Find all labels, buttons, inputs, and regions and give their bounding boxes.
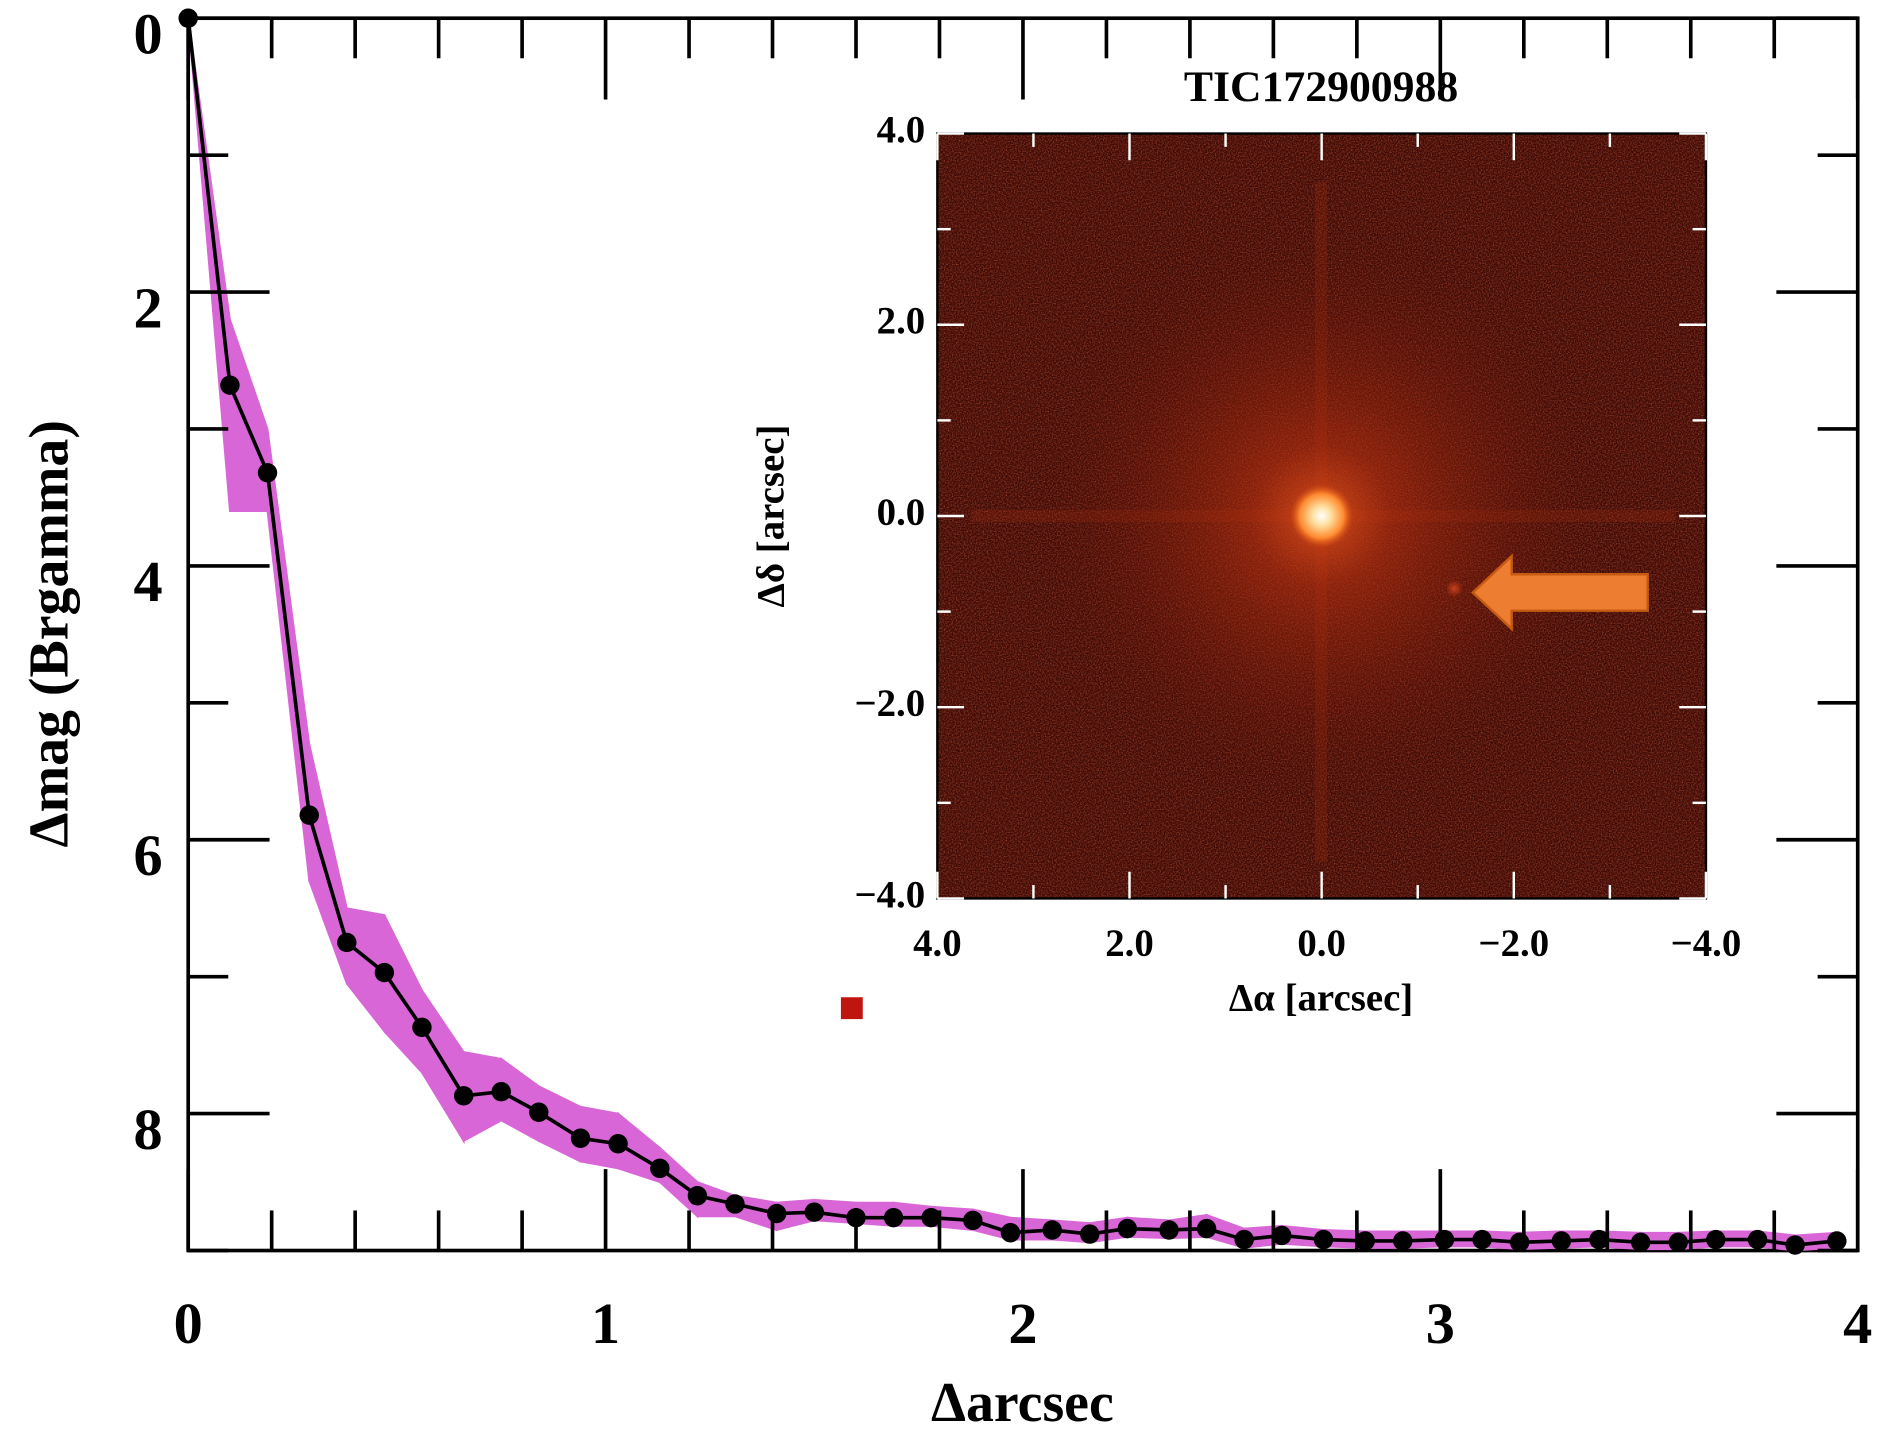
marker (963, 1210, 983, 1231)
marker (650, 1158, 670, 1179)
companion (1445, 580, 1463, 598)
inset-x-label: Δα [arcsec] (1229, 977, 1413, 1020)
marker (1272, 1225, 1292, 1246)
marker (374, 962, 395, 983)
marker (257, 463, 278, 483)
inset-y-tick-label: −2.0 (855, 682, 926, 725)
marker (299, 805, 319, 825)
star (1290, 484, 1354, 548)
inset-y-label: Δδ [arcsec] (750, 425, 793, 608)
x-tick-label: 3 (1426, 1291, 1455, 1356)
inset-y-tick-label: 4.0 (877, 108, 926, 151)
marker (1785, 1235, 1805, 1255)
inset-title: TIC172900988 (1184, 63, 1458, 111)
inset-y-tick-label: 2.0 (877, 300, 926, 343)
marker (1234, 1229, 1254, 1250)
marker (491, 1081, 511, 1102)
marker (453, 1086, 474, 1106)
arrow (1471, 553, 1649, 632)
marker (1472, 1229, 1492, 1250)
marker (1747, 1229, 1768, 1250)
marker (1196, 1218, 1217, 1239)
marker (883, 1207, 904, 1228)
marker (220, 375, 240, 395)
marker (570, 1128, 591, 1148)
marker (1042, 1220, 1062, 1240)
marker (1827, 1231, 1847, 1251)
marker (1589, 1229, 1609, 1250)
y-tick-label: 2 (134, 275, 163, 340)
marker (1551, 1231, 1572, 1251)
y-tick-label: 8 (134, 1097, 163, 1162)
inset-x-tick-label: 0.0 (1297, 922, 1346, 965)
marker (1080, 1224, 1100, 1244)
marker (529, 1102, 549, 1122)
y-axis-label: Δmag (Brgamma) (18, 420, 80, 847)
marker (1117, 1218, 1138, 1239)
marker (1630, 1232, 1651, 1253)
marker (766, 1203, 787, 1224)
inset-y-tick-label: 0.0 (877, 491, 926, 534)
error-band (421, 987, 465, 1145)
y-tick-label: 4 (134, 549, 163, 614)
marker (412, 1017, 432, 1038)
error-band (229, 319, 269, 513)
x-tick-label: 1 (591, 1291, 620, 1356)
marker (804, 1202, 824, 1222)
x-tick-label: 2 (1008, 1291, 1037, 1356)
inset-y-tick-label: −4.0 (855, 873, 926, 916)
inset-image (937, 133, 1706, 899)
marker (921, 1207, 941, 1228)
error-band (383, 914, 423, 1075)
marker (1313, 1229, 1334, 1250)
marker (337, 932, 357, 953)
marker (608, 1134, 628, 1154)
marker (1434, 1229, 1455, 1250)
marker (1159, 1220, 1179, 1240)
marker (1509, 1232, 1530, 1253)
marker (1668, 1232, 1688, 1253)
marker (1706, 1229, 1726, 1250)
marker (687, 1186, 708, 1206)
inset-x-tick-label: 4.0 (913, 922, 962, 965)
marker (1393, 1231, 1413, 1251)
inset-x-tick-label: 2.0 (1105, 922, 1154, 965)
inset-x-tick-label: −4.0 (1671, 922, 1742, 965)
marker (1000, 1223, 1021, 1243)
y-tick-label: 0 (134, 1, 163, 66)
x-tick-label: 0 (174, 1291, 203, 1356)
error-band (187, 18, 231, 512)
x-axis-label: Δarcsec (931, 1372, 1114, 1429)
marker (725, 1194, 745, 1214)
y-tick-label: 6 (134, 823, 163, 888)
x-tick-label: 4 (1843, 1291, 1872, 1356)
inset-x-tick-label: −2.0 (1478, 922, 1549, 965)
marker (1355, 1231, 1375, 1251)
companion-marker (840, 997, 863, 1020)
